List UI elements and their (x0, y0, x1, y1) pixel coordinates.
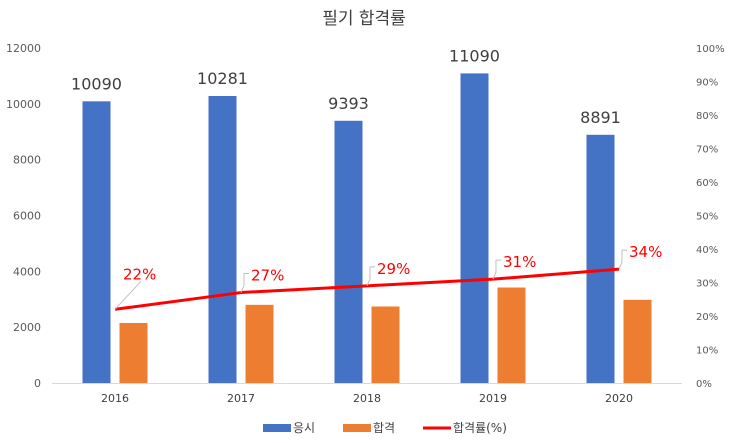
rate-value-label: 29% (377, 260, 410, 278)
legend-swatch-합격 (343, 424, 371, 432)
rate-value-label: 31% (503, 253, 536, 271)
category-labels: 2016 2017 2018 2019 2020 (101, 392, 633, 405)
left-tick-label: 8000 (13, 154, 41, 167)
right-tick-label: 60% (696, 178, 718, 189)
left-tick-label: 2000 (13, 321, 41, 334)
right-tick-label: 30% (696, 279, 718, 290)
bar-응시-2018 (334, 120, 363, 383)
rate-label-leader (114, 280, 142, 310)
bar-value-label: 8891 (580, 108, 621, 127)
legend: 응시 합격 합격률(%) (263, 421, 507, 435)
bar-합격-2020 (623, 299, 652, 383)
bar-value-label: 10090 (71, 74, 122, 93)
rate-label-leader (618, 249, 627, 270)
bar-응시-2019 (460, 73, 489, 383)
right-tick-label: 0% (696, 379, 712, 390)
rate-value-label: 34% (629, 243, 662, 261)
category-label: 2019 (479, 392, 507, 405)
bar-응시-2016 (82, 101, 111, 383)
category-label: 2017 (227, 392, 255, 405)
right-axis-ticks: 0% 10% 20% 30% 40% 50% 60% 70% 80% 90% 100% (696, 44, 725, 390)
legend-label: 합격률(%) (453, 421, 507, 435)
right-tick-label: 70% (696, 145, 718, 156)
rate-value-label: 27% (251, 267, 284, 285)
left-tick-label: 6000 (13, 210, 41, 223)
legend-label: 응시 (293, 421, 315, 435)
legend-swatch-응시 (263, 424, 291, 432)
rate-label-leader (492, 259, 501, 280)
category-label: 2020 (605, 392, 633, 405)
right-tick-label: 10% (696, 346, 718, 357)
right-tick-label: 90% (696, 78, 718, 89)
rate-label-leader (366, 266, 375, 287)
bar-value-label: 11090 (449, 46, 500, 65)
left-tick-label: 0 (34, 377, 41, 390)
left-axis-ticks: 0 2000 4000 6000 8000 10000 12000 (6, 42, 41, 390)
legend-label: 합격 (373, 421, 395, 435)
category-label: 2016 (101, 392, 129, 405)
category-label: 2018 (353, 392, 381, 405)
chart-title: 필기 합격률 (322, 9, 406, 29)
right-tick-label: 80% (696, 111, 718, 122)
bar-value-label: 9393 (328, 94, 369, 113)
bar-합격-2018 (371, 306, 400, 383)
left-tick-label: 12000 (6, 42, 41, 55)
left-tick-label: 10000 (6, 98, 41, 111)
right-tick-label: 50% (696, 212, 718, 223)
bars (82, 73, 652, 384)
bar-value-label: 10281 (197, 69, 248, 88)
rate-line (114, 267, 620, 311)
right-tick-label: 40% (696, 245, 718, 256)
left-tick-label: 4000 (13, 265, 41, 278)
rate-value-label: 22% (123, 265, 156, 283)
rate-line-layer (114, 249, 627, 311)
rate-label-leader (240, 273, 249, 293)
right-tick-label: 100% (696, 44, 725, 55)
bar-합격-2017 (245, 304, 274, 383)
data-labels: 10090 10281 9393 11090 8891 22% 27% 29% 31% 34% (71, 46, 662, 284)
right-tick-label: 20% (696, 312, 718, 323)
bar-응시-2017 (208, 95, 237, 384)
bar-응시-2020 (586, 134, 615, 383)
bar-합격-2016 (119, 322, 148, 383)
bar-합격-2019 (497, 287, 526, 383)
